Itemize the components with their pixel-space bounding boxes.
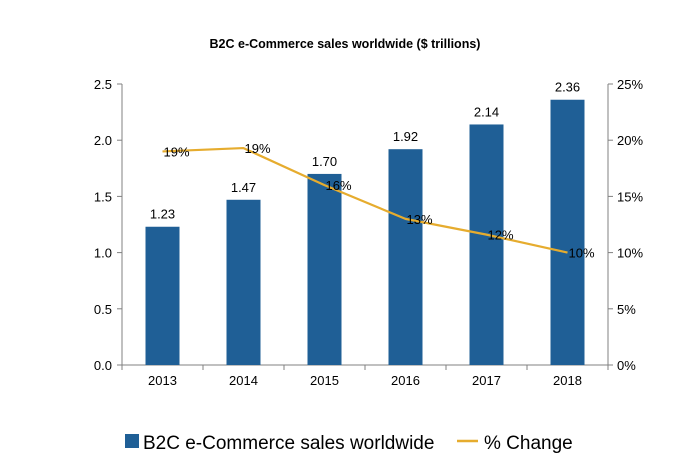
bar-value-label: 2.36 xyxy=(555,80,580,95)
bar xyxy=(469,124,504,366)
percent-change-line xyxy=(162,146,568,254)
y-left-tick-label: 1.0 xyxy=(94,246,112,261)
legend-swatch-bars xyxy=(125,434,139,448)
bar-value-label: 1.23 xyxy=(150,207,175,222)
line-value-label: 19% xyxy=(163,144,189,159)
bar-value-label: 1.47 xyxy=(231,180,256,195)
bar xyxy=(388,149,423,365)
legend-label-bars: B2C e-Commerce sales worldwide xyxy=(143,433,434,454)
bar-value-label: 1.92 xyxy=(393,129,418,144)
y-right-tick-label: 10% xyxy=(617,246,643,261)
y-left-tick-label: 0.5 xyxy=(94,302,112,317)
y-right-tick-label: 15% xyxy=(617,189,643,204)
y-right-tick-label: 20% xyxy=(617,133,643,148)
line-value-label: 16% xyxy=(325,178,351,193)
bar xyxy=(226,199,261,365)
x-tick-label: 2018 xyxy=(553,373,582,388)
x-tick-label: 2014 xyxy=(229,373,258,388)
y-right-tick-label: 25% xyxy=(617,77,643,92)
y-right-tick-label: 5% xyxy=(617,302,636,317)
line-value-label: 13% xyxy=(406,212,432,227)
x-tick-label: 2015 xyxy=(310,373,339,388)
chart-title: B2C e-Commerce sales worldwide ($ trilli… xyxy=(210,37,481,51)
y-left-tick-label: 2.5 xyxy=(94,77,112,92)
x-tick-label: 2013 xyxy=(148,373,177,388)
bar xyxy=(145,226,180,365)
x-tick-label: 2016 xyxy=(391,373,420,388)
bar xyxy=(307,173,342,365)
y-left-tick-label: 2.0 xyxy=(94,133,112,148)
line-value-label: 19% xyxy=(244,141,270,156)
bar xyxy=(550,99,585,366)
legend-label-line: % Change xyxy=(484,433,573,454)
bar-value-label: 2.14 xyxy=(474,104,499,119)
y-right-tick-label: 0% xyxy=(617,358,636,373)
y-left-tick-label: 1.5 xyxy=(94,189,112,204)
line-value-label: 12% xyxy=(487,228,513,243)
y-left-tick-label: 0.0 xyxy=(94,358,112,373)
plot-area: 0.0 0.5 1.0 1.5 2.0 2.5 0% 5% 10% 15% 20% 25% 2013 20… xyxy=(94,77,644,388)
line-value-label: 10% xyxy=(568,246,594,261)
x-tick-label: 2017 xyxy=(472,373,501,388)
bar-value-label: 1.70 xyxy=(312,154,337,169)
legend: B2C e-Commerce sales worldwide % Change xyxy=(125,433,573,454)
